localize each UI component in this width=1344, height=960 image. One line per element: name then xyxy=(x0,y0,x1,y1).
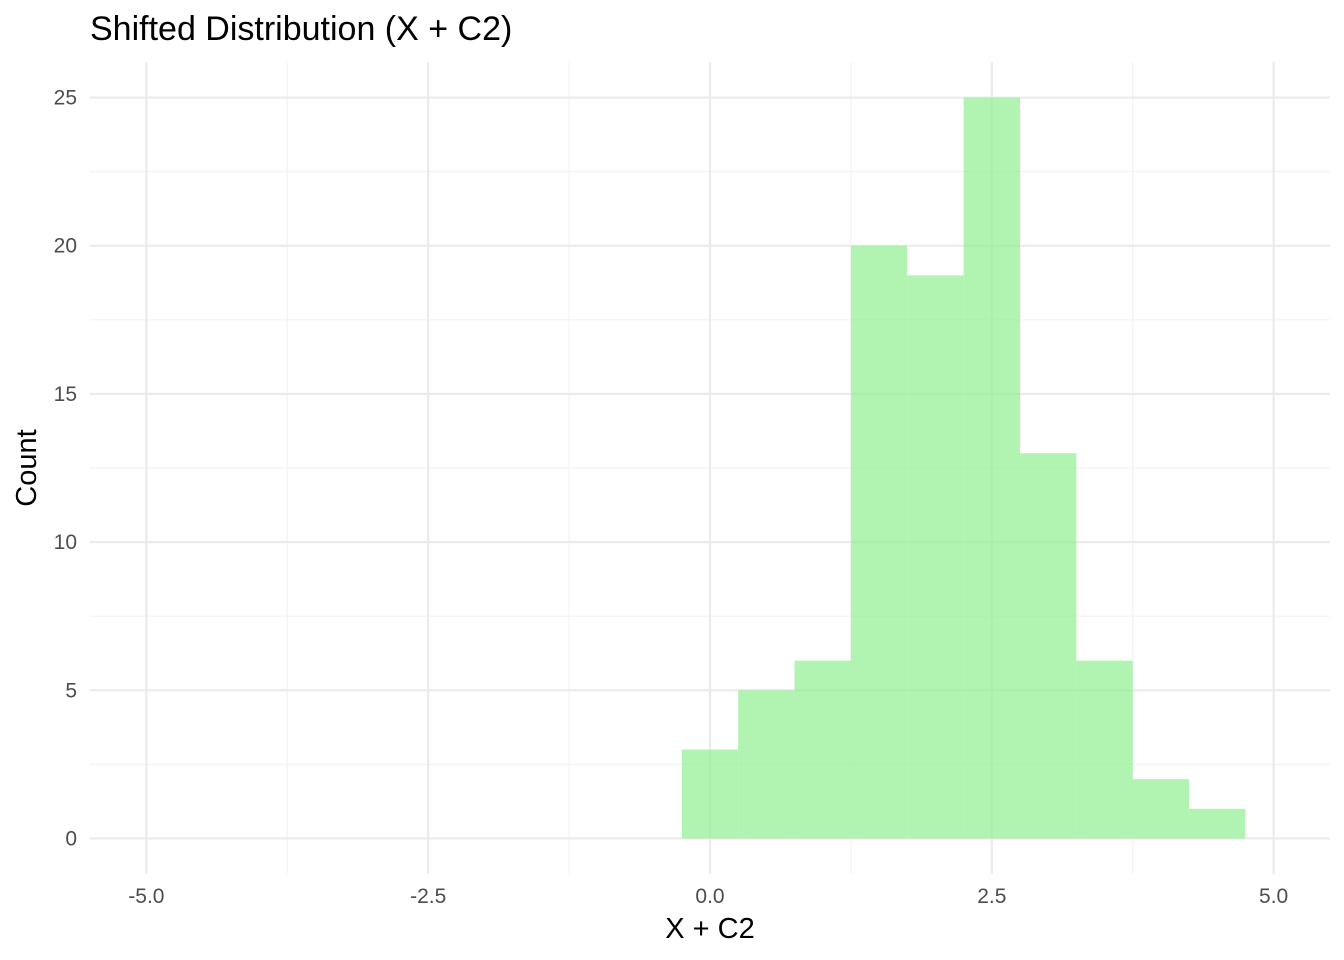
y-axis-label: Count xyxy=(11,429,43,506)
histogram-bar-7 xyxy=(1076,660,1133,839)
x-tick-label-4: 5.0 xyxy=(1259,885,1288,908)
y-tick-label-3: 15 xyxy=(54,383,77,406)
histogram-bar-0 xyxy=(681,749,739,839)
y-tick-label-2: 10 xyxy=(54,531,77,554)
x-axis-label: X + C2 xyxy=(665,913,754,945)
histogram-bar-5 xyxy=(963,97,1020,839)
x-tick-labels: -5.0 -2.5 0.0 2.5 5.0 xyxy=(128,885,1288,908)
histogram-bar-1 xyxy=(738,690,795,839)
histogram-bar-6 xyxy=(1020,453,1077,839)
x-tick-label-3: 2.5 xyxy=(977,885,1006,908)
histogram-bar-2 xyxy=(794,660,851,839)
y-tick-label-5: 25 xyxy=(54,87,77,110)
histogram-bar-4 xyxy=(907,275,964,839)
histogram-bar-8 xyxy=(1132,779,1190,839)
histogram-bar-3 xyxy=(850,245,908,839)
x-tick-label-0: -5.0 xyxy=(128,885,164,908)
y-tick-label-1: 5 xyxy=(65,679,77,702)
y-tick-label-0: 0 xyxy=(65,827,77,850)
chart-title: Shifted Distribution (X + C2) xyxy=(90,10,512,48)
y-tick-label-4: 20 xyxy=(54,235,77,258)
x-tick-label-2: 0.0 xyxy=(695,885,724,908)
x-tick-label-1: -2.5 xyxy=(410,885,446,908)
histogram-bar-9 xyxy=(1189,808,1246,839)
y-tick-labels: 0 5 10 15 20 25 xyxy=(54,87,77,851)
histogram-bars xyxy=(681,97,1246,839)
